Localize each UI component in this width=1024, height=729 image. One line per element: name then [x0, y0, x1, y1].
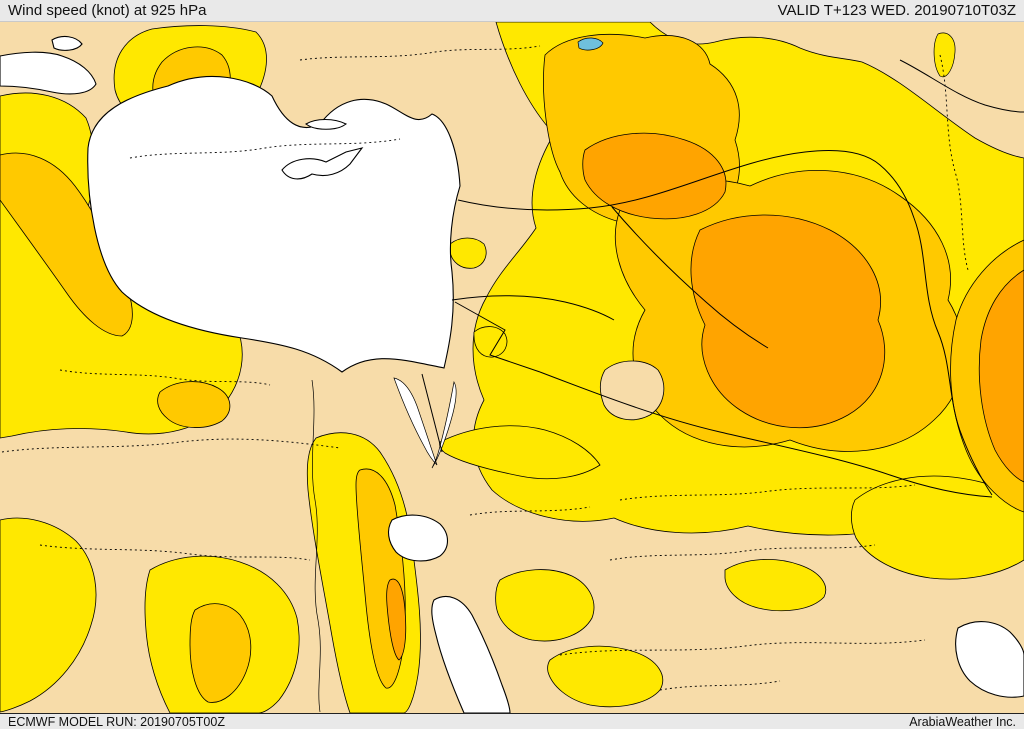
dotted-line — [619, 484, 916, 501]
dotted-line — [559, 639, 926, 656]
country-borders — [311, 59, 1024, 713]
orange-core-iraq — [690, 214, 886, 429]
yellow-spot-lebanon — [449, 237, 487, 269]
yellow-patch-gulf-coast — [850, 475, 1024, 580]
black-sea-inlet — [51, 35, 83, 51]
border-iraq-iran — [913, 217, 993, 496]
red-sea-north — [387, 514, 449, 562]
yellow-band-south-jordan — [439, 425, 601, 480]
valid-time-label: VALID T+123 WED. 20190710T03Z — [777, 2, 1016, 19]
yellow-patch-central-saudi-1 — [495, 569, 595, 642]
gold-spot-egypt — [157, 381, 231, 428]
gold-streak-west — [0, 152, 133, 337]
dotted-lines — [1, 45, 969, 691]
model-run-label: ECMWF MODEL RUN: 20190705T00Z — [8, 714, 225, 729]
dotted-line — [659, 680, 781, 691]
dotted-line — [469, 506, 591, 516]
dotted-line — [39, 544, 311, 561]
lakes — [577, 32, 956, 78]
dotted-line — [939, 54, 969, 271]
gulf-of-aqaba-sliver — [431, 381, 457, 469]
yellow-patch-southeast-1 — [724, 559, 826, 612]
water-bodies — [0, 35, 1024, 713]
map-title: Wind speed (knot) at 925 hPa — [8, 2, 207, 19]
border-turkey-south — [457, 150, 915, 219]
sea-of-marmara — [305, 118, 348, 130]
red-sea — [431, 596, 511, 713]
orange-core-east-edge — [978, 269, 1024, 483]
nile-river — [311, 379, 321, 713]
yellow-region-southwest-edge — [0, 517, 97, 713]
mediterranean-sea — [87, 75, 461, 373]
tan-gap-west-iraq — [599, 360, 665, 421]
brand-label: ArabiaWeather Inc. — [909, 714, 1016, 729]
gulf-of-suez-sliver — [393, 377, 438, 466]
black-sea — [0, 51, 97, 95]
header-bar: Wind speed (knot) at 925 hPa VALID T+123… — [0, 0, 1024, 22]
yellow-spot-jordan — [473, 326, 508, 358]
border-syria-jordan — [451, 295, 615, 321]
lake-urmia — [933, 32, 956, 78]
dotted-line — [609, 544, 876, 561]
reservoir-lake — [577, 37, 604, 51]
calm-gap — [599, 360, 665, 421]
weather-map — [0, 22, 1024, 713]
border-saudi-iraq — [539, 371, 993, 498]
border-egypt-israel — [421, 373, 443, 453]
dotted-line — [299, 45, 541, 61]
persian-gulf — [955, 621, 1024, 698]
border-syria-iraq — [611, 206, 769, 349]
orange-core-aqaba-jet — [386, 578, 407, 661]
dotted-line — [59, 369, 271, 386]
footer-bar: ECMWF MODEL RUN: 20190705T00Z ArabiaWeat… — [0, 713, 1024, 729]
border-caucasus — [899, 59, 1024, 113]
dotted-line — [129, 138, 401, 159]
yellow-patch-central-saudi-2 — [547, 645, 664, 708]
orange-core-north-syria — [582, 132, 727, 220]
border-jordan-zigzag — [454, 301, 541, 373]
wind-regions-orange — [386, 132, 1024, 661]
cyprus-island — [281, 147, 364, 180]
gold-streak-upper-egypt — [189, 603, 252, 703]
